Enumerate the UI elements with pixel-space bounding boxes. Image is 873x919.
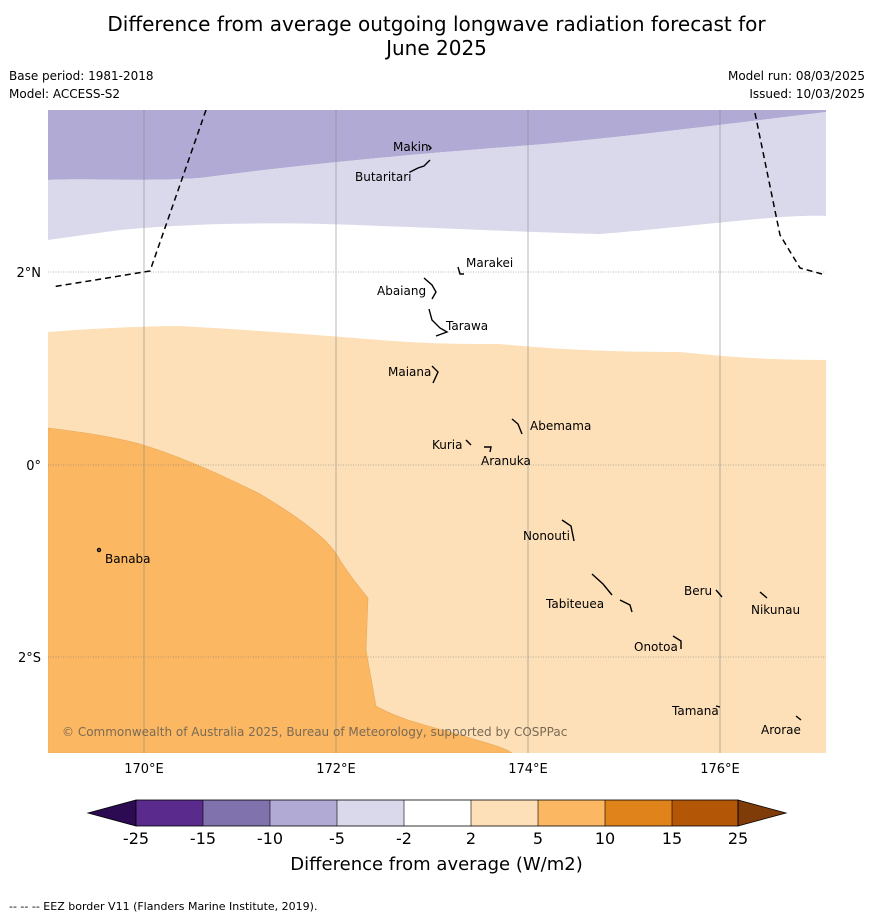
island-banaba bbox=[96, 547, 102, 553]
colorbar-segment bbox=[270, 800, 337, 826]
island-label: Maiana bbox=[388, 365, 431, 379]
island-marakei bbox=[457, 266, 464, 275]
colorbar-tick: 15 bbox=[662, 829, 682, 848]
island-labels: Makin Butaritari Marakei Abaiang Tarawa … bbox=[105, 140, 801, 737]
island-tabiteuea-south bbox=[619, 599, 633, 613]
colorbar-ticks: -25 -15 -10 -5 -2 2 5 10 15 25 bbox=[123, 829, 748, 848]
issued-date: Issued: 10/03/2025 bbox=[749, 87, 865, 101]
colorbar-tick: -5 bbox=[329, 829, 345, 848]
map-field: Makin Butaritari Marakei Abaiang Tarawa … bbox=[48, 110, 826, 753]
colorbar-tick: 10 bbox=[595, 829, 615, 848]
colorbar-tick: 2 bbox=[466, 829, 476, 848]
colorbar-segment bbox=[672, 800, 738, 826]
island-tabiteuea-north bbox=[591, 573, 613, 596]
colorbar-segment bbox=[337, 800, 404, 826]
island-arorae bbox=[795, 715, 802, 721]
island-tarawa bbox=[428, 308, 449, 337]
colorbar-title: Difference from average (W/m2) bbox=[290, 854, 583, 875]
colorbar-dividers bbox=[202, 800, 673, 826]
meta-right: Model run: 08/03/2025 Issued: 10/03/2025 bbox=[728, 68, 865, 104]
colorbar-segment bbox=[538, 800, 605, 826]
copyright-text: © Commonwealth of Australia 2025, Bureau… bbox=[62, 725, 567, 739]
colorbar-min-arrow bbox=[86, 799, 137, 827]
colorbar: -25 -15 -10 -5 -2 2 5 10 15 25 bbox=[86, 799, 788, 848]
colorbar-max-arrow bbox=[737, 799, 788, 827]
island-label: Butaritari bbox=[355, 170, 412, 184]
map-title: Difference from average outgoing longwav… bbox=[0, 12, 873, 60]
colorbar-segment bbox=[404, 800, 471, 826]
lon-axis-labels: 170°E 172°E 174°E 176°E bbox=[124, 762, 740, 777]
lat-label: 0° bbox=[26, 459, 41, 474]
island-label: Makin bbox=[393, 140, 429, 154]
title-line-1: Difference from average outgoing longwav… bbox=[107, 12, 766, 36]
meta-left: Base period: 1981-2018 Model: ACCESS-S2 bbox=[9, 68, 154, 104]
island-label: Banaba bbox=[105, 552, 151, 566]
island-tamana bbox=[715, 705, 721, 708]
colorbar-tick: 5 bbox=[533, 829, 543, 848]
island-label: Tarawa bbox=[445, 319, 488, 333]
eez-footnote: -- -- -- EEZ border V11 (Flanders Marine… bbox=[9, 900, 318, 913]
band-minus10-minus5 bbox=[48, 110, 826, 180]
colorbar-segment bbox=[471, 800, 538, 826]
island-label: Aranuka bbox=[481, 454, 531, 468]
island-beru bbox=[715, 589, 723, 598]
island-label: Beru bbox=[684, 584, 712, 598]
island-label: Nonouti bbox=[523, 529, 570, 543]
colorbar-frame bbox=[135, 799, 739, 827]
colorbar-tick: 25 bbox=[728, 829, 748, 848]
island-label: Onotoa bbox=[634, 640, 678, 654]
island-label: Marakei bbox=[466, 256, 513, 270]
island-onotoa bbox=[672, 635, 682, 649]
lon-label: 172°E bbox=[316, 762, 356, 777]
island-label: Arorae bbox=[761, 723, 801, 737]
band-5-10 bbox=[48, 427, 513, 753]
eez-border bbox=[51, 110, 823, 288]
island-maiana bbox=[431, 365, 439, 384]
island-abaiang bbox=[423, 277, 437, 300]
island-label: Nikunau bbox=[751, 603, 800, 617]
title-line-2: June 2025 bbox=[386, 36, 487, 60]
island-abemama bbox=[511, 418, 523, 435]
model-run: Model run: 08/03/2025 bbox=[727, 69, 865, 83]
colorbar-tick: -15 bbox=[190, 829, 216, 848]
lat-label: 2°N bbox=[17, 266, 42, 281]
lon-label: 170°E bbox=[124, 762, 164, 777]
lat-label: 2°S bbox=[18, 651, 41, 666]
island-butaritari bbox=[409, 159, 431, 173]
island-kuria bbox=[465, 439, 472, 446]
graticule-lat bbox=[48, 271, 826, 658]
base-period: Base period: 1981-2018 bbox=[9, 69, 154, 83]
island-aranuka bbox=[484, 446, 492, 453]
colorbar-segment bbox=[203, 800, 270, 826]
island-outlines bbox=[96, 144, 802, 721]
lat-axis-labels: 2°N 0° 2°S bbox=[17, 266, 42, 666]
colorbar-tick: -10 bbox=[257, 829, 283, 848]
island-nonouti bbox=[561, 519, 575, 542]
model-name: Model: ACCESS-S2 bbox=[9, 87, 121, 101]
island-label: Abaiang bbox=[377, 284, 426, 298]
colorbar-tick: -2 bbox=[396, 829, 412, 848]
band-minus5-minus2 bbox=[48, 112, 826, 240]
island-makin bbox=[427, 144, 432, 151]
island-label: Tamana bbox=[671, 704, 719, 718]
island-label: Kuria bbox=[432, 438, 463, 452]
colorbar-segment bbox=[136, 800, 203, 826]
island-label: Tabiteuea bbox=[545, 597, 604, 611]
lon-label: 176°E bbox=[700, 762, 740, 777]
graticule-lon bbox=[143, 110, 721, 753]
colorbar-segment bbox=[605, 800, 672, 826]
lon-label: 174°E bbox=[508, 762, 548, 777]
island-nikunau bbox=[759, 591, 768, 599]
colorbar-tick: -25 bbox=[123, 829, 149, 848]
island-label: Abemama bbox=[530, 419, 591, 433]
